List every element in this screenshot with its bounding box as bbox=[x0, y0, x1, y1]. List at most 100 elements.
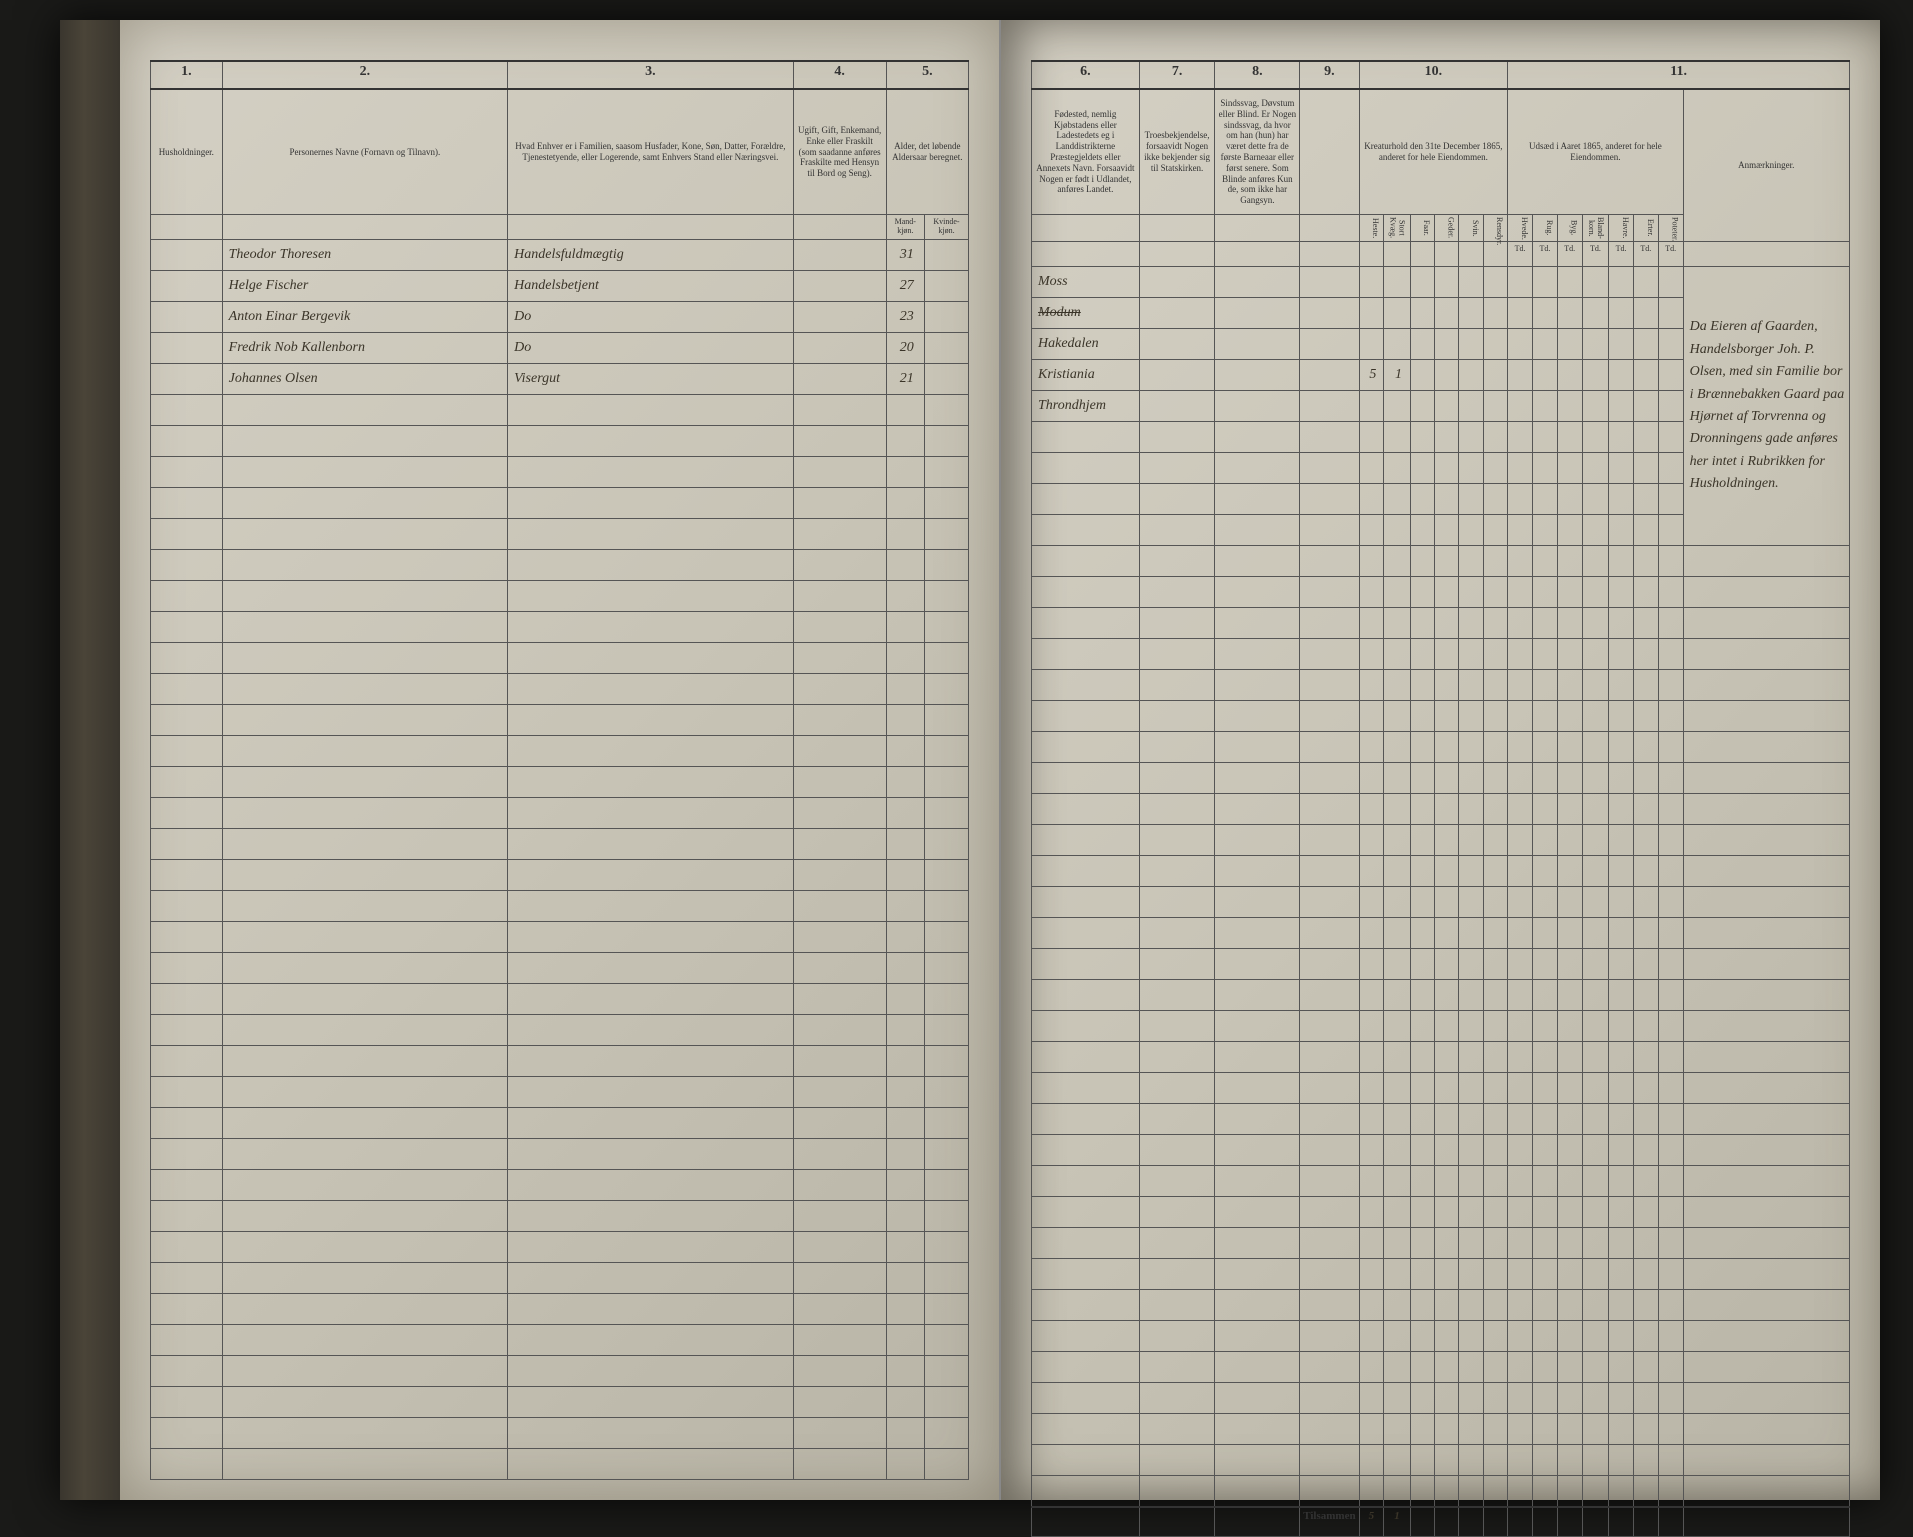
birthplace: Kristiania bbox=[1032, 360, 1140, 391]
ledger-book: 1. 2. 3. 4. 5. Husholdninger. Personerne… bbox=[60, 20, 1880, 1500]
header-5b: Kvinde-kjøn. bbox=[924, 215, 968, 240]
table-row bbox=[1032, 856, 1850, 887]
col-6-num: 6. bbox=[1032, 61, 1140, 89]
table-row bbox=[151, 1294, 969, 1325]
header-remarks: Anmærkninger. bbox=[1683, 89, 1849, 242]
col-5-num: 5. bbox=[886, 61, 968, 89]
table-row bbox=[151, 395, 969, 426]
unit-5: Td. bbox=[1609, 242, 1634, 267]
table-row bbox=[1032, 670, 1850, 701]
left-page: 1. 2. 3. 4. 5. Husholdninger. Personerne… bbox=[120, 20, 1001, 1500]
table-row: Helge Fischer Handelsbetjent 27 bbox=[151, 271, 969, 302]
table-row bbox=[1032, 1259, 1850, 1290]
table-row bbox=[1032, 1104, 1850, 1135]
table-row bbox=[151, 643, 969, 674]
sub-svin: Svin. bbox=[1459, 215, 1483, 242]
table-row bbox=[151, 1232, 969, 1263]
table-row bbox=[1032, 949, 1850, 980]
table-row: Moss Da Eieren af Gaarden, Handelsborger… bbox=[1032, 267, 1850, 298]
remarks-text: Da Eieren af Gaarden, Handelsborger Joh.… bbox=[1683, 267, 1849, 546]
sum-label: Tilsammen bbox=[1300, 1507, 1359, 1537]
table-row bbox=[151, 488, 969, 519]
col-11-num: 11. bbox=[1508, 61, 1850, 89]
table-row bbox=[151, 1170, 969, 1201]
table-row bbox=[151, 705, 969, 736]
person-role: Do bbox=[508, 333, 793, 364]
table-row bbox=[151, 984, 969, 1015]
col-4-num: 4. bbox=[793, 61, 886, 89]
right-table: 6. 7. 8. 9. 10. 11. Fødested, nemlig Kjø… bbox=[1031, 60, 1850, 1537]
table-row bbox=[151, 829, 969, 860]
header-8: Sindssvag, Døvstum eller Blind. Er Nogen… bbox=[1215, 89, 1300, 215]
col-1-num: 1. bbox=[151, 61, 223, 89]
table-row bbox=[151, 1077, 969, 1108]
table-row bbox=[151, 1263, 969, 1294]
sub-hvede: Hvede. bbox=[1508, 215, 1533, 242]
header-1: Husholdninger. bbox=[151, 89, 223, 215]
table-row bbox=[151, 953, 969, 984]
table-row bbox=[151, 1139, 969, 1170]
sub-havre: Havre. bbox=[1609, 215, 1634, 242]
person-role: Handelsbetjent bbox=[508, 271, 793, 302]
table-row bbox=[1032, 1135, 1850, 1166]
table-row bbox=[151, 1387, 969, 1418]
right-page: 6. 7. 8. 9. 10. 11. Fødested, nemlig Kjø… bbox=[1001, 20, 1880, 1500]
age-male: 27 bbox=[886, 271, 924, 302]
person-role: Handelsfuldmægtig bbox=[508, 240, 793, 271]
table-row bbox=[1032, 825, 1850, 856]
birthplace: Modum bbox=[1032, 298, 1140, 329]
table-row bbox=[151, 612, 969, 643]
table-row bbox=[1032, 1476, 1850, 1508]
person-name: Fredrik Nob Kallenborn bbox=[222, 333, 507, 364]
sub-byg: Byg. bbox=[1557, 215, 1582, 242]
table-row bbox=[1032, 1166, 1850, 1197]
birthplace: Hakedalen bbox=[1032, 329, 1140, 360]
header-2: Personernes Navne (Fornavn og Tilnavn). bbox=[222, 89, 507, 215]
age-male: 21 bbox=[886, 364, 924, 395]
unit-1: Td. bbox=[1508, 242, 1533, 267]
unit-3: Td. bbox=[1557, 242, 1582, 267]
table-row bbox=[1032, 980, 1850, 1011]
header-6: Fødested, nemlig Kjøbstadens eller Lades… bbox=[1032, 89, 1140, 215]
sub-faar: Faar. bbox=[1410, 215, 1434, 242]
book-spine bbox=[60, 20, 120, 1500]
table-row bbox=[1032, 918, 1850, 949]
table-row bbox=[151, 457, 969, 488]
header-3: Hvad Enhver er i Familien, saasom Husfad… bbox=[508, 89, 793, 215]
unit-7: Td. bbox=[1658, 242, 1683, 267]
sum-kvæg: 1 bbox=[1384, 1507, 1411, 1537]
col-8-num: 8. bbox=[1215, 61, 1300, 89]
sub-heste: Heste. bbox=[1359, 215, 1384, 242]
unit-4: Td. bbox=[1582, 242, 1609, 267]
person-name: Theodor Thoresen bbox=[222, 240, 507, 271]
table-row bbox=[1032, 1197, 1850, 1228]
heste-count: 5 bbox=[1359, 360, 1384, 391]
table-row bbox=[151, 1418, 969, 1449]
person-name: Johannes Olsen bbox=[222, 364, 507, 395]
table-row bbox=[1032, 1445, 1850, 1476]
table-row bbox=[151, 736, 969, 767]
table-row bbox=[151, 922, 969, 953]
table-row bbox=[1032, 794, 1850, 825]
table-row: Fredrik Nob Kallenborn Do 20 bbox=[151, 333, 969, 364]
table-row bbox=[1032, 1383, 1850, 1414]
sub-rensdyr: Rensdyr. bbox=[1483, 215, 1507, 242]
sum-heste: 5 bbox=[1359, 1507, 1384, 1537]
sum-row: Tilsammen 5 1 bbox=[1032, 1507, 1850, 1537]
table-row bbox=[151, 550, 969, 581]
col-9-num: 9. bbox=[1300, 61, 1359, 89]
table-row bbox=[151, 674, 969, 705]
table-row bbox=[151, 1201, 969, 1232]
header-5: Alder, det løbende Aldersaar beregnet. bbox=[886, 89, 968, 215]
table-row bbox=[151, 581, 969, 612]
header-5a: Mand-kjøn. bbox=[886, 215, 924, 240]
table-row bbox=[1032, 763, 1850, 794]
table-row bbox=[1032, 1042, 1850, 1073]
table-row bbox=[151, 891, 969, 922]
header-11-title: Udsæd i Aaret 1865, anderet for hele Eie… bbox=[1508, 89, 1683, 215]
table-row bbox=[1032, 546, 1850, 577]
table-row bbox=[151, 519, 969, 550]
sub-kvæg: Stort Kvæg. bbox=[1384, 215, 1411, 242]
table-row bbox=[1032, 1290, 1850, 1321]
table-row bbox=[1032, 639, 1850, 670]
